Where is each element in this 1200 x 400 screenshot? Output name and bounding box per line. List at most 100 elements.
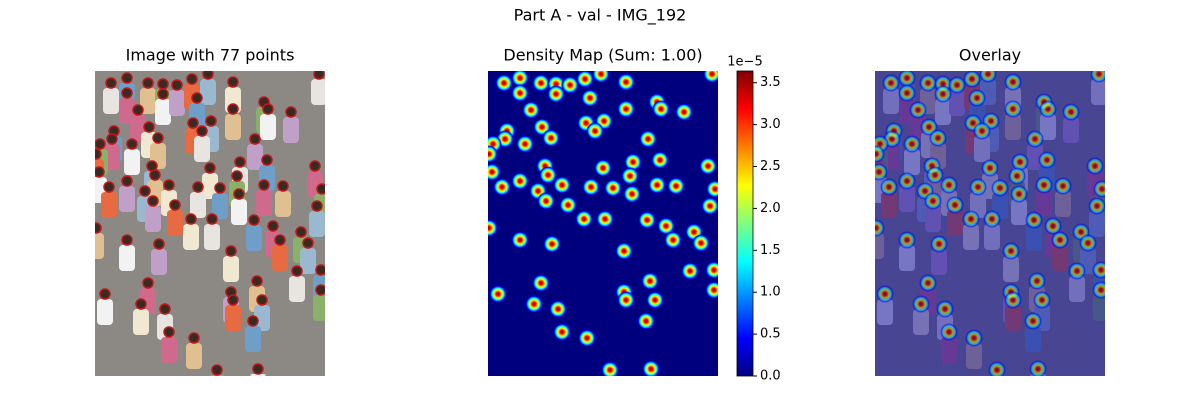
head-point (315, 284, 325, 296)
density-blob (706, 180, 718, 198)
density-blob (493, 178, 511, 196)
density-blob (581, 89, 599, 107)
person-body (225, 305, 241, 331)
overlay-blob (875, 219, 885, 237)
overlay-blob (973, 122, 991, 140)
person-body (311, 79, 325, 105)
density-blob (675, 103, 693, 121)
density-blob (705, 281, 718, 299)
head-point (147, 195, 159, 207)
colorbar-tick-label: 2.5 (760, 159, 781, 174)
density-blob (495, 74, 513, 92)
person-body (250, 374, 266, 376)
density-blob (542, 129, 560, 147)
head-point (143, 121, 155, 133)
person-body (313, 295, 325, 321)
density-blob (651, 151, 669, 169)
head-point (256, 294, 268, 306)
overlay-blob (929, 129, 947, 147)
person-body (169, 90, 185, 116)
person-body (151, 249, 167, 275)
overlay-blob (1068, 262, 1086, 280)
overlay-blob (1090, 71, 1105, 83)
person-body (247, 144, 263, 170)
head-point (205, 115, 217, 127)
density-blob (532, 274, 550, 292)
overlay-blob (934, 85, 952, 103)
head-point (121, 175, 133, 187)
colorbar-tick-label: 0.5 (760, 327, 781, 342)
colorbar-tick-label: 3.0 (760, 117, 781, 132)
density-blob (621, 167, 639, 185)
head-point (313, 71, 325, 80)
person-body (289, 276, 305, 302)
person-body (260, 114, 276, 140)
head-point (192, 181, 204, 193)
density-blob (532, 74, 550, 92)
overlay-blob (1079, 234, 1097, 252)
overlay-blob (988, 361, 1006, 376)
overlay-blob (940, 323, 958, 341)
head-point (95, 138, 106, 150)
density-blob (516, 135, 534, 153)
overlay-blob (1002, 242, 1020, 260)
overlay-blob (1033, 291, 1051, 309)
panel-title: Density Map (Sum: 1.00) (503, 46, 702, 65)
density-blob (511, 172, 529, 190)
density-blob (705, 261, 718, 279)
head-point (105, 77, 117, 89)
overlay-blob (946, 196, 964, 214)
density-blob (488, 145, 498, 163)
person-body (190, 192, 206, 218)
head-point (121, 87, 133, 99)
overlay-blob (919, 274, 937, 292)
person-body (200, 79, 216, 105)
head-point (225, 245, 237, 257)
overlay-blob (1026, 130, 1044, 148)
colorbar-tick-label: 0.0 (760, 369, 781, 384)
overlay-blob (1024, 312, 1042, 330)
overlay-blob (981, 159, 999, 177)
head-point (311, 200, 323, 212)
overlay-blob (909, 101, 927, 119)
density-blob (657, 217, 675, 235)
density-blob (543, 235, 561, 253)
head-point (139, 185, 151, 197)
head-point (142, 77, 154, 89)
person-body (256, 190, 272, 216)
person-body (95, 233, 104, 259)
panel-title: Image with 77 points (126, 46, 295, 65)
density-blob (641, 272, 659, 290)
person-body (119, 245, 135, 271)
person-body (194, 136, 210, 162)
head-point (227, 294, 239, 306)
person-body (183, 224, 199, 250)
person-body (309, 211, 325, 237)
overlay-blob (965, 329, 983, 347)
density-blob (617, 291, 635, 309)
density-blob (525, 295, 543, 313)
overlay-blob (926, 166, 944, 184)
head-point (233, 188, 245, 200)
overlay-blob (1093, 180, 1105, 198)
person-body (155, 99, 171, 125)
density-blob (549, 300, 567, 318)
overlay-blob (898, 172, 916, 190)
head-point (274, 234, 286, 246)
density-blob (575, 210, 593, 228)
overlay-blob (963, 71, 981, 88)
overlay-blob (1011, 153, 1029, 171)
overlay-blob (1004, 100, 1022, 118)
density-blob (511, 71, 529, 87)
density-blob (592, 71, 610, 83)
density-blob (586, 122, 604, 140)
head-point (163, 326, 175, 338)
colorbar-tick-label: 2.0 (760, 201, 781, 216)
head-point (153, 238, 165, 250)
colorbar-tick-label: 3.5 (760, 75, 781, 90)
person-body (145, 206, 161, 232)
overlay-blob (1028, 272, 1046, 290)
overlay-blob (1008, 167, 1026, 185)
overlay-blob (898, 231, 916, 249)
